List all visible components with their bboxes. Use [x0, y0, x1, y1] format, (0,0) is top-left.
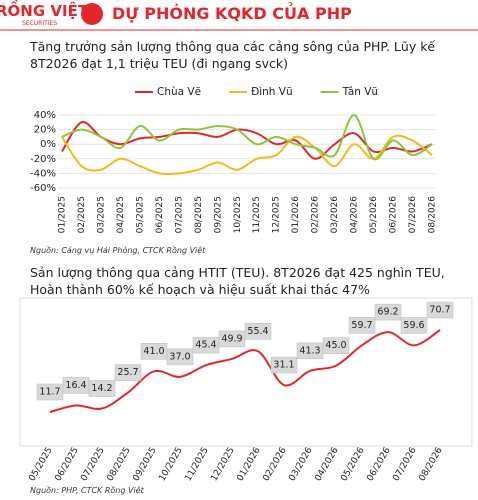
- x-tick-label: 03/2026: [330, 196, 340, 234]
- value-label-box: [270, 356, 298, 374]
- value-label: 41.3: [299, 345, 320, 356]
- x-tick-label: 10/2025: [157, 446, 184, 483]
- chart-title: Tăng trưởng sản lượng thông qua các cảng…: [30, 39, 436, 71]
- value-label-box: [400, 317, 428, 334]
- value-label: 45.4: [195, 340, 216, 351]
- x-tick-label: 06/2025: [155, 196, 165, 233]
- line: [61, 121, 433, 160]
- x-tick-label: 07/2026: [391, 446, 418, 484]
- x-tick-label: 07/2026: [408, 196, 418, 234]
- value-label-box: [114, 364, 142, 381]
- x-tick-label: 05/2026: [369, 196, 379, 234]
- x-tick-label: 06/2026: [365, 446, 392, 484]
- value-label: 69.2: [377, 307, 398, 318]
- x-tick-label: 04/2026: [350, 196, 360, 234]
- value-label: 41.0: [143, 346, 164, 357]
- value-label-box: [374, 303, 402, 321]
- x-tick-label: 04/2025: [116, 196, 126, 233]
- y-tick-label: 0%: [40, 139, 56, 150]
- x-tick-label: 01/2026: [235, 446, 262, 484]
- value-label: 14.2: [91, 383, 112, 394]
- value-label: 45.0: [325, 340, 346, 351]
- value-label: 31.1: [273, 360, 294, 371]
- value-label: 49.9: [221, 333, 242, 344]
- x-tick-label: 12/2025: [209, 446, 236, 483]
- x-tick-label: 12/2025: [272, 196, 282, 233]
- value-label-box: [348, 317, 376, 334]
- value-label: 59.7: [351, 320, 372, 331]
- source: Nguồn: Cảng vụ Hải Phòng, CTCK Rồng Việt: [30, 246, 206, 255]
- x-tick-label: 05/2026: [339, 446, 366, 484]
- chart-title: Sản lượng thông qua cảng HTIT (TEU). 8T2…: [30, 265, 445, 297]
- value-label: 16.4: [65, 380, 86, 391]
- x-tick-label: 03/2026: [287, 446, 314, 484]
- page-title: DỰ PHÓNG KQKD CỦA PHP: [112, 4, 352, 23]
- y-tick-label: -20%: [30, 154, 56, 165]
- value-label-box: [426, 301, 454, 319]
- y-tick-label: -40%: [30, 168, 56, 179]
- value-label: 25.7: [117, 367, 138, 378]
- x-tick-label: 07/2025: [79, 446, 106, 483]
- value-label: 55.4: [247, 326, 268, 337]
- source: Nguồn: PHP, CTCK Rồng Việt: [30, 486, 144, 495]
- x-tick-label: 11/2025: [252, 196, 262, 233]
- value-label: 70.7: [429, 305, 450, 316]
- x-tick-label: 08/2025: [105, 446, 132, 483]
- logo-sub: SECURITIES: [22, 20, 58, 27]
- x-tick-label: 09/2025: [213, 196, 223, 233]
- legend-label: Đình Vũ: [251, 86, 293, 98]
- x-tick-label: 09/2025: [131, 446, 158, 483]
- value-label: 37.0: [169, 351, 190, 362]
- x-tick-label: 05/2025: [135, 196, 145, 233]
- logo-icon: [81, 3, 103, 25]
- x-tick-label: 07/2025: [174, 196, 184, 233]
- x-tick-label: 01/2025: [58, 196, 68, 233]
- x-tick-label: 08/2026: [417, 446, 444, 484]
- line: [61, 134, 433, 176]
- y-tick-label: 40%: [34, 110, 56, 121]
- x-tick-label: 08/2025: [194, 196, 204, 233]
- x-tick-label: 05/2025: [27, 446, 54, 483]
- value-label-box: [244, 323, 272, 340]
- legend-label: Tân Vũ: [342, 86, 378, 98]
- legend-label: Chùa Vẽ: [157, 86, 201, 98]
- x-tick-label: 03/2025: [96, 196, 106, 233]
- x-tick-label: 11/2025: [183, 446, 210, 483]
- value-label-box: [88, 380, 116, 397]
- x-tick-label: 04/2026: [313, 446, 340, 484]
- value-label-box: [166, 348, 194, 366]
- x-tick-label: 02/2026: [261, 446, 288, 484]
- value-label: 11.7: [39, 387, 60, 398]
- value-label: 59.6: [403, 320, 424, 331]
- value-label-box: [322, 337, 350, 354]
- logo: RỒNG VIỆT: [0, 2, 89, 20]
- x-tick-label: 02/2025: [77, 196, 87, 233]
- x-tick-label: 02/2026: [311, 196, 321, 234]
- chart-frame: [19, 297, 473, 447]
- x-tick-label: 10/2025: [233, 196, 243, 233]
- line: [49, 329, 441, 413]
- x-tick-label: 06/2025: [53, 446, 80, 483]
- y-tick-label: -60%: [30, 183, 56, 194]
- x-tick-label: 06/2026: [389, 196, 399, 234]
- x-tick-label: 08/2026: [428, 196, 438, 234]
- x-tick-label: 01/2026: [291, 196, 301, 234]
- line: [61, 114, 433, 161]
- y-tick-label: 20%: [34, 125, 56, 136]
